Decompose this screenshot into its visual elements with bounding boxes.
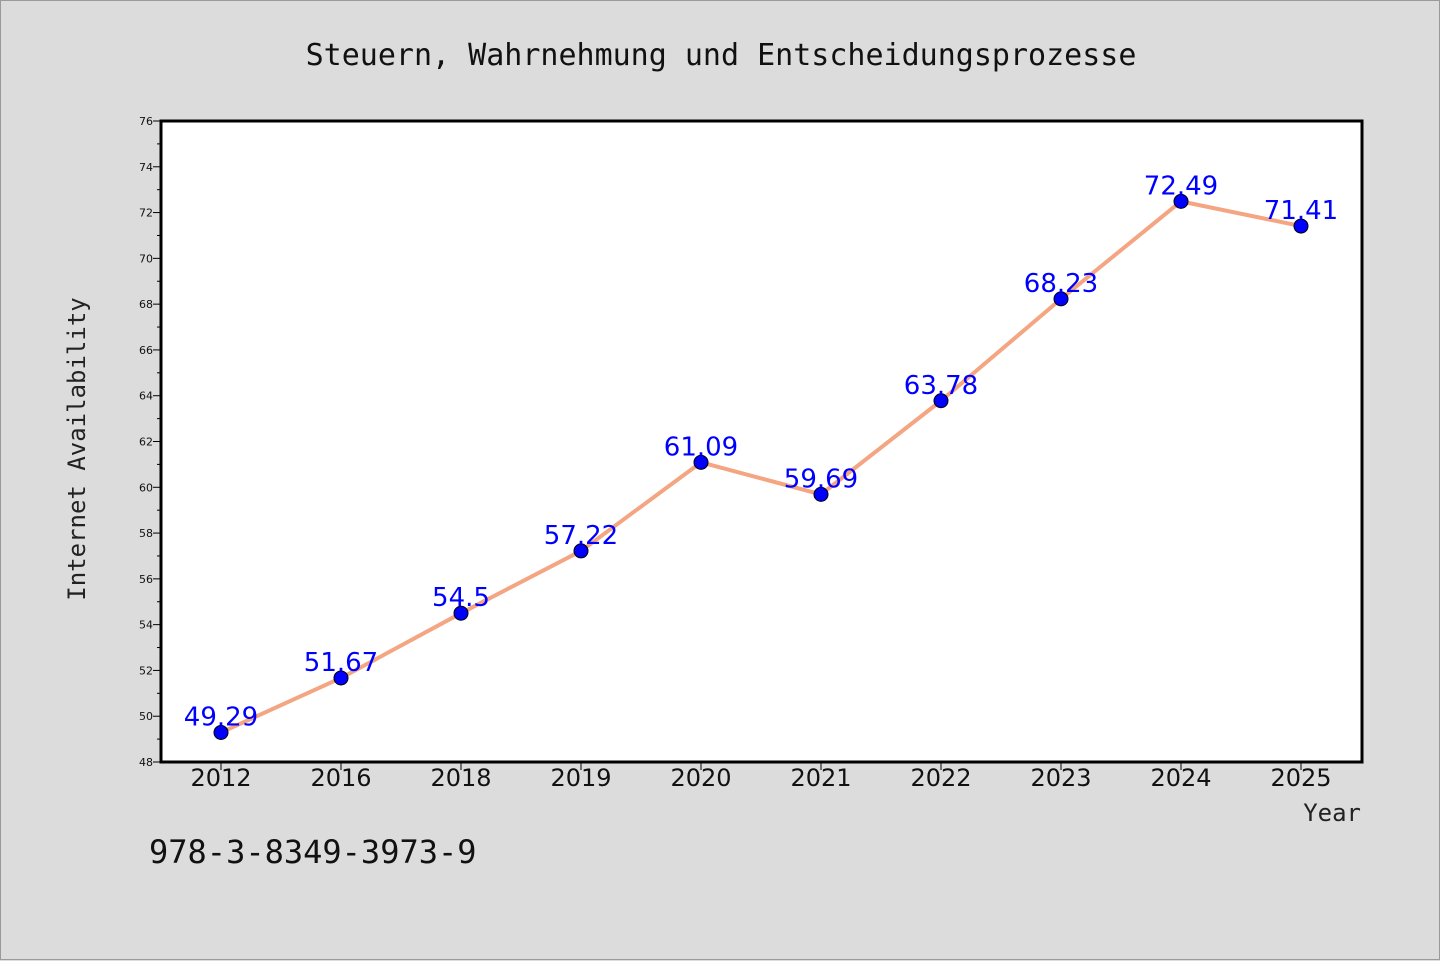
x-tick-label: 2020	[670, 764, 731, 792]
plot-area	[159, 119, 1364, 764]
data-point	[933, 393, 949, 409]
y-axis: 48 50 52 54 56 58 60 62 64 66 68 70 72 74 76	[139, 115, 161, 769]
y-tick-label: 64	[139, 390, 153, 403]
data-point	[333, 670, 349, 686]
chart-title: Steuern, Wahrnehmung und Entscheidungspr…	[306, 38, 1137, 73]
data-label: 49.29	[184, 702, 258, 732]
x-axis-title: Year	[1303, 799, 1361, 827]
x-tick-label: 2023	[1030, 764, 1091, 792]
y-tick-label: 62	[139, 436, 153, 449]
y-tick-label: 60	[139, 481, 153, 494]
y-tick-label: 74	[139, 161, 153, 174]
y-tick-label: 76	[139, 115, 153, 128]
isbn-footer: 978-3-8349-3973-9	[149, 833, 477, 871]
series-layer: 49.29 51.67 54.5 57.22 61.09 59.69 63.78 68.23 7…	[184, 171, 1338, 740]
data-label: 68.23	[1024, 269, 1098, 299]
data-label: 54.5	[432, 583, 490, 613]
data-label: 59.69	[784, 464, 858, 494]
x-tick-label: 2012	[190, 764, 251, 792]
data-label: 72.49	[1144, 171, 1218, 201]
data-label: 63.78	[904, 371, 978, 401]
x-tick-label: 2018	[430, 764, 491, 792]
data-point	[573, 543, 589, 559]
x-tick-label: 2022	[910, 764, 971, 792]
y-axis-title: Internet Availability	[63, 297, 91, 600]
data-label: 51.67	[304, 648, 378, 678]
y-tick-label: 72	[139, 207, 153, 220]
data-label: 61.09	[664, 432, 738, 462]
x-tick-label: 2019	[550, 764, 611, 792]
y-tick-label: 50	[139, 710, 153, 723]
x-tick-label: 2016	[310, 764, 371, 792]
x-tick-label: 2024	[1150, 764, 1211, 792]
x-axis: 2012 2016 2018 2019 2020 2021 2022 2023 2024 2025	[190, 762, 1332, 792]
x-tick-label: 2021	[790, 764, 851, 792]
y-tick-label: 58	[139, 527, 153, 540]
y-tick-label: 56	[139, 573, 153, 586]
series-line	[219, 199, 1303, 735]
data-point	[693, 454, 709, 470]
data-point	[1053, 291, 1069, 307]
data-point	[1293, 218, 1309, 234]
y-tick-label: 48	[139, 756, 153, 769]
y-tick-label: 70	[139, 252, 153, 265]
data-label: 71.41	[1264, 196, 1338, 226]
y-tick-label: 54	[139, 619, 153, 632]
x-tick-label: 2025	[1270, 764, 1331, 792]
y-tick-label: 66	[139, 344, 153, 357]
y-tick-label: 68	[139, 298, 153, 311]
data-point	[453, 605, 469, 621]
data-point	[213, 724, 229, 740]
data-label: 57.22	[544, 521, 618, 551]
data-point	[813, 486, 829, 502]
y-tick-label: 52	[139, 664, 153, 677]
data-point	[1173, 193, 1189, 209]
